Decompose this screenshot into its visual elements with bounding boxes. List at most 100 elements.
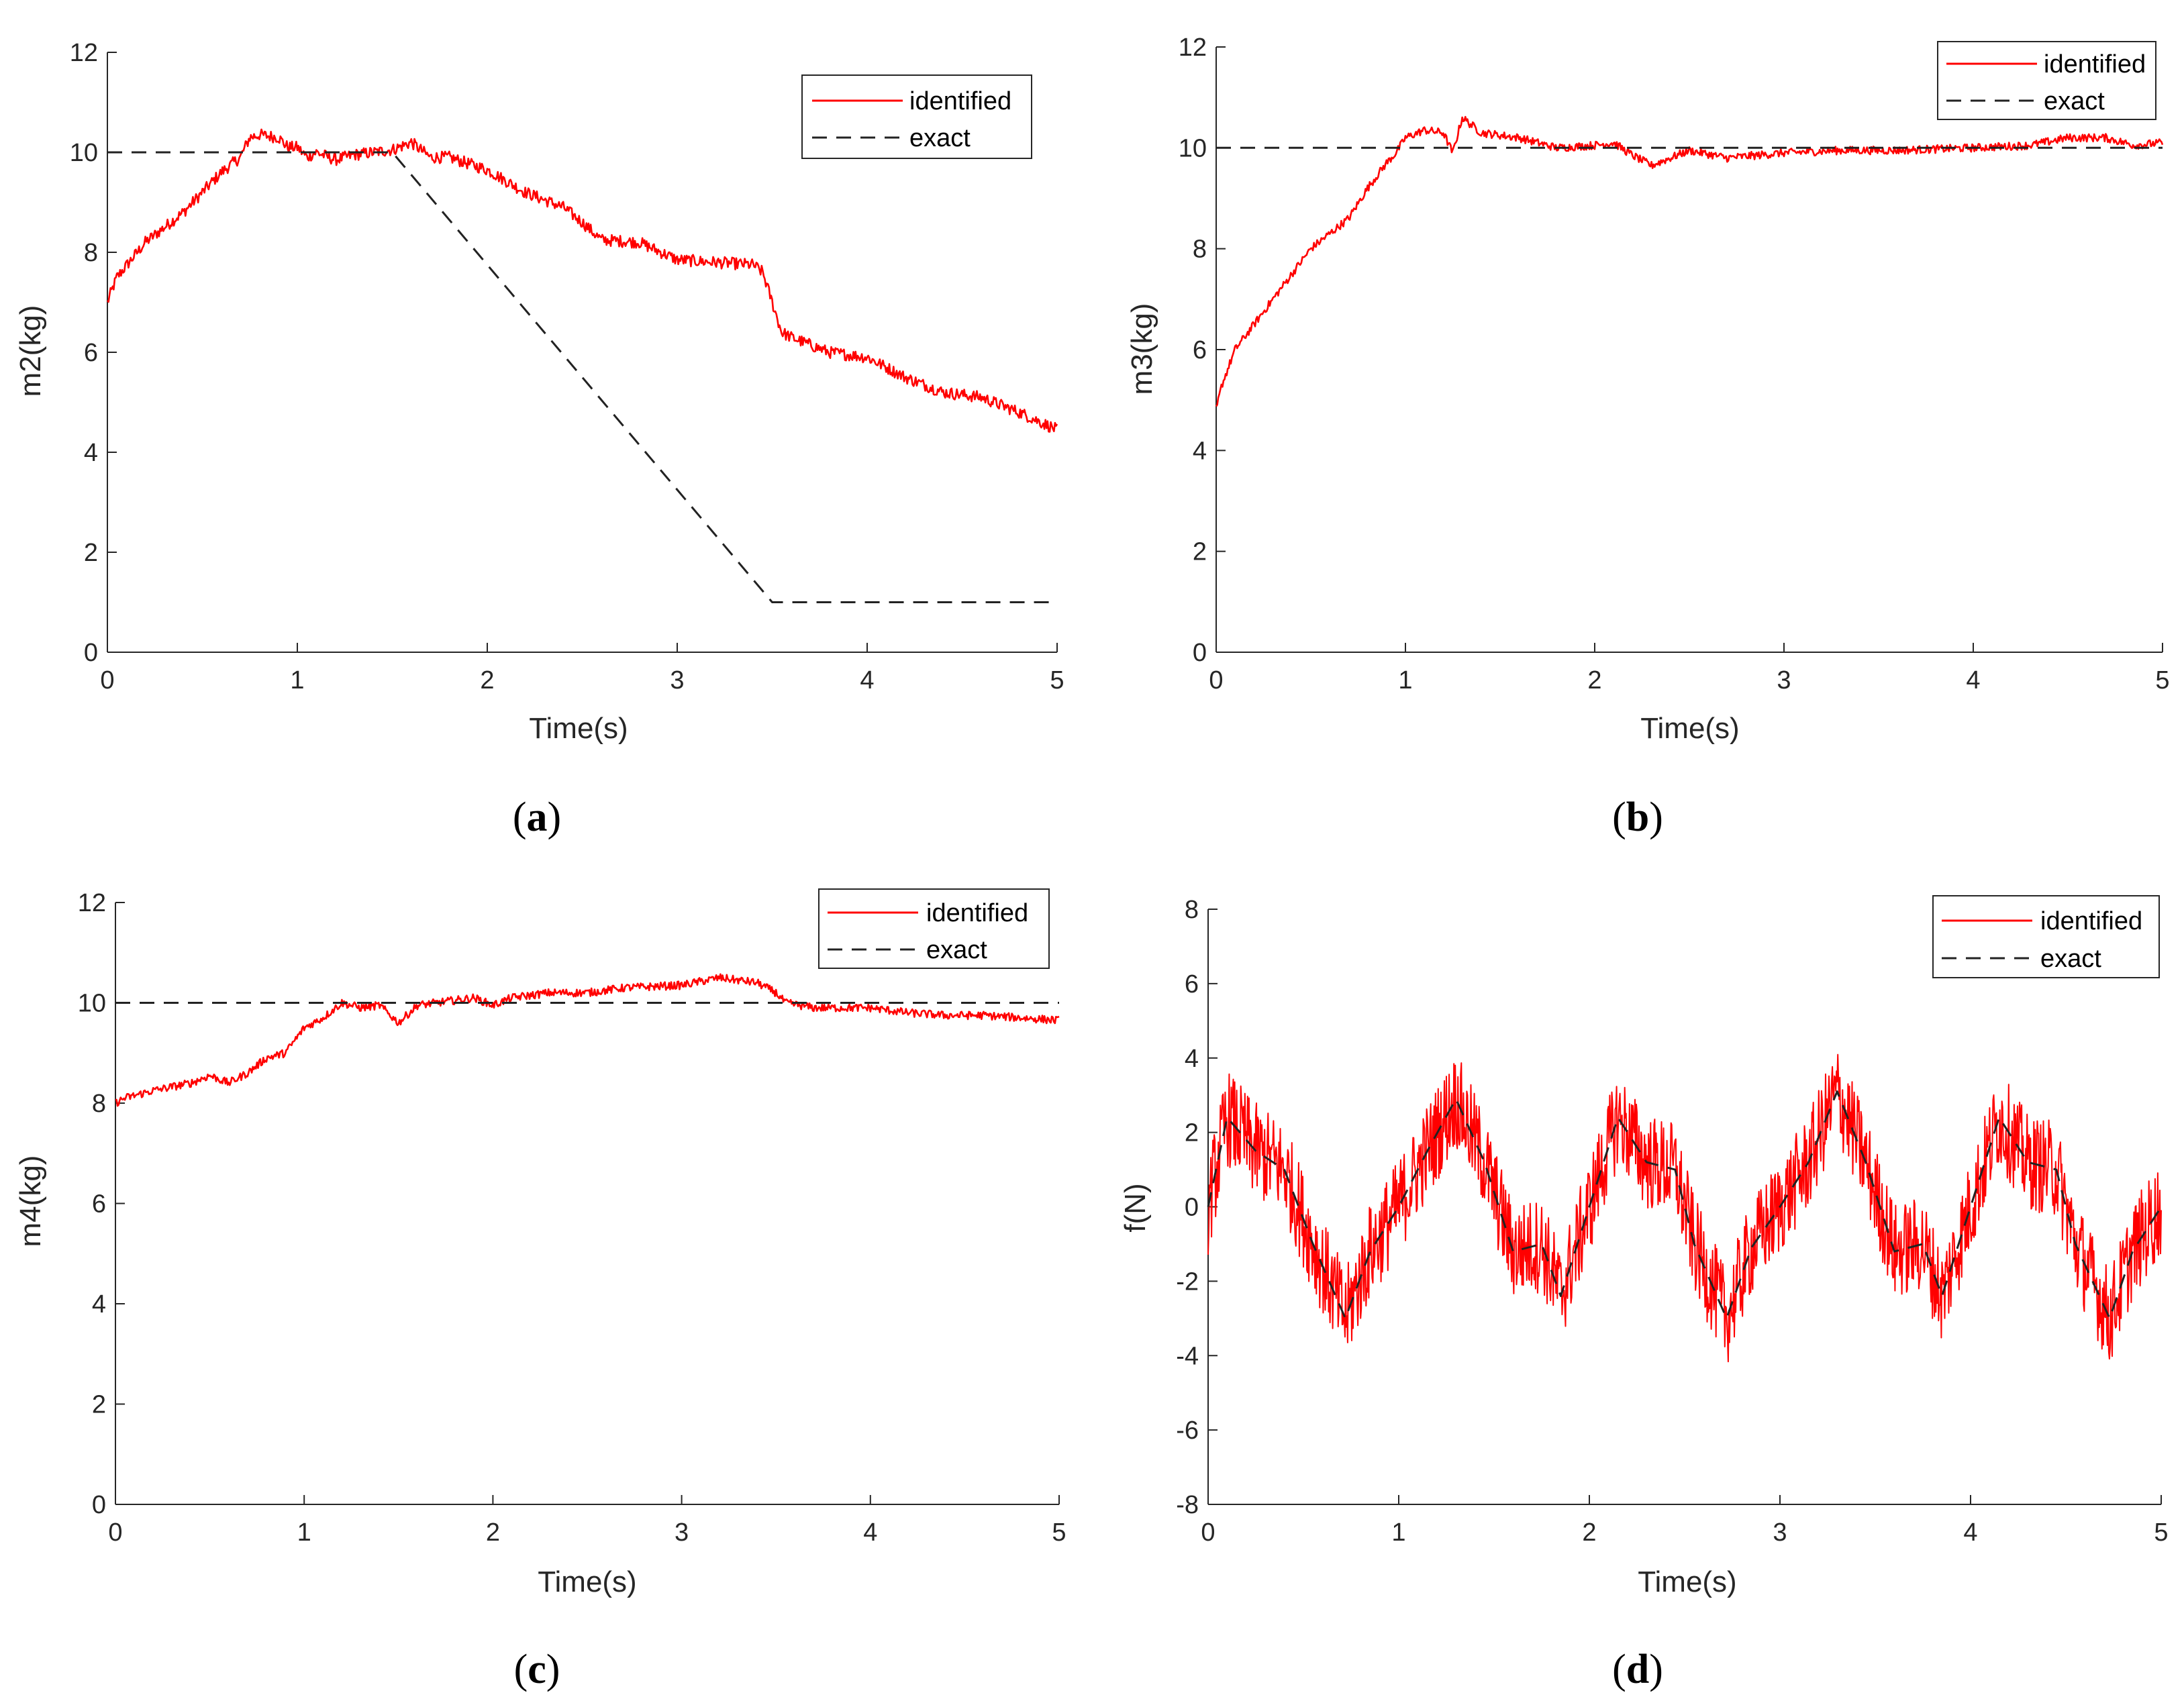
panel-c-series-identified — [115, 973, 1060, 1107]
panel-a-series-exact — [107, 151, 1057, 603]
panel-b-x-tick-label: 5 — [2155, 666, 2169, 694]
panel-d-y-tick-label: -8 — [1176, 1491, 1199, 1519]
panel-d: 0 1 2 3 4 5 -8 -6 -4 -2 0 2 4 6 8 Time(s) f(N) (d) ide… — [1119, 895, 2169, 1692]
panel-c-y-tick-label: 2 — [92, 1391, 106, 1419]
panel-d-y-tick-label: 6 — [1185, 970, 1199, 998]
panel-c-y-tick-label: 6 — [92, 1190, 106, 1219]
panel-a-y-tick-label: 8 — [84, 239, 98, 267]
panel-a-x-tick-label: 3 — [670, 666, 684, 694]
panel-c-x-tick-label: 0 — [108, 1518, 122, 1547]
panel-a-y-tick-label: 0 — [84, 639, 98, 667]
panel-d-ylabel: f(N) — [1119, 1183, 1152, 1232]
panel-d-caption-letter: d — [1626, 1647, 1649, 1692]
panel-c-xlabel: Time(s) — [538, 1565, 636, 1598]
panel-c-caption: (c) — [514, 1647, 560, 1692]
panel-b-x-tick-label: 3 — [1777, 666, 1791, 694]
panel-c-ylabel: m4(kg) — [14, 1155, 47, 1247]
panel-d-x-tick-label: 1 — [1391, 1518, 1405, 1547]
panel-c-x-tick-label: 2 — [486, 1518, 500, 1547]
panel-d-series-identified — [1207, 1053, 2162, 1363]
panel-d-y-tick-label: -6 — [1176, 1416, 1199, 1445]
panel-a-y-tick-label: 2 — [84, 539, 98, 567]
panel-d-x-tick-label: 0 — [1201, 1518, 1215, 1547]
panel-d-y-tick-label: 2 — [1185, 1119, 1199, 1147]
panel-d-legend-exact: exact — [2040, 945, 2101, 973]
panel-b-legend-exact: exact — [2044, 87, 2105, 115]
panel-d-y-tick-label: -2 — [1176, 1268, 1199, 1296]
panel-c-x-tick-label: 3 — [675, 1518, 689, 1547]
panel-a-legend: identified exact — [801, 74, 1032, 159]
panel-d-y-tick-label: 4 — [1185, 1045, 1199, 1073]
panel-c-legend-exact: exact — [926, 936, 987, 964]
panel-a-legend-exact: exact — [909, 124, 971, 152]
panel-b-series-identified — [1215, 115, 2164, 407]
panel-b-y-tick-label: 12 — [1179, 34, 1207, 62]
panel-c-x-tick-label: 1 — [297, 1518, 311, 1547]
panel-b-y-tick-label: 6 — [1193, 336, 1207, 364]
panel-a-xlabel: Time(s) — [529, 712, 628, 745]
panel-b-caption-letter: b — [1626, 794, 1649, 840]
panel-d-x-tick-label: 3 — [1773, 1518, 1787, 1547]
panel-c-legend: identified exact — [818, 888, 1050, 969]
panel-a-caption: (a) — [513, 794, 561, 840]
panel-b-legend: identified exact — [1937, 41, 2156, 120]
panel-a-ylabel: m2(kg) — [14, 305, 47, 397]
panel-c-y-tick-label: 12 — [78, 889, 106, 917]
panel-d-x-tick-label: 2 — [1582, 1518, 1596, 1547]
panel-b-x-tick-label: 1 — [1398, 666, 1412, 694]
panel-c-legend-box — [818, 888, 1050, 969]
panel-c-caption-letter: c — [528, 1647, 546, 1692]
panel-b-caption: (b) — [1612, 794, 1663, 840]
panel-a-x-tick-label: 4 — [860, 666, 874, 694]
panel-a-series-identified — [106, 128, 1058, 433]
panel-b-x-tick-label: 2 — [1587, 666, 1601, 694]
panel-b-y-tick-label: 0 — [1193, 639, 1207, 667]
panel-b-x-tick-label: 0 — [1209, 666, 1223, 694]
panel-d-y-tick-label: -4 — [1176, 1342, 1199, 1370]
panel-c-x-tick-label: 5 — [1052, 1518, 1066, 1547]
panel-a-x-tick-label: 5 — [1050, 666, 1064, 694]
panel-d-series-exact — [1207, 1090, 2163, 1320]
panel-d-y-tick-label: 8 — [1185, 896, 1199, 924]
panel-a-caption-letter: a — [527, 794, 548, 840]
panel-a-legend-box — [801, 74, 1032, 159]
panel-c-y-tick-label: 0 — [92, 1491, 106, 1519]
panel-b-y-tick-label: 8 — [1193, 236, 1207, 264]
panel-a-y-tick-label: 6 — [84, 339, 98, 367]
panel-a-x-tick-label: 2 — [480, 666, 494, 694]
panel-b-y-tick-label: 4 — [1193, 437, 1207, 465]
panel-d-y-tick-label: 0 — [1185, 1194, 1199, 1222]
panel-b-y-tick-label: 10 — [1179, 134, 1207, 162]
panel-c-x-tick-label: 4 — [863, 1518, 877, 1547]
panel-b-legend-box — [1937, 41, 2156, 120]
panel-d-caption: (d) — [1612, 1647, 1663, 1692]
panel-a-legend-identified: identified — [909, 87, 1011, 115]
panel-d-legend-box — [1932, 895, 2160, 978]
panel-c-y-tick-label: 8 — [92, 1090, 106, 1118]
panel-c-y-tick-label: 4 — [92, 1290, 106, 1319]
panel-d-x-tick-label: 4 — [1963, 1518, 1977, 1547]
panel-a-x-tick-label: 0 — [100, 666, 114, 694]
panel-b-legend-identified: identified — [2044, 50, 2146, 79]
panel-d-xlabel: Time(s) — [1638, 1565, 1736, 1598]
panel-d-plot: 0 1 2 3 4 5 -8 -6 -4 -2 0 2 4 6 8 — [1176, 896, 2168, 1547]
panel-c-legend-identified: identified — [926, 899, 1028, 927]
panel-a-x-tick-label: 1 — [290, 666, 304, 694]
panel-d-legend-identified: identified — [2040, 907, 2142, 935]
panel-b-y-tick-label: 2 — [1193, 538, 1207, 566]
panel-c-y-tick-label: 10 — [78, 990, 106, 1018]
panel-a-y-tick-label: 4 — [84, 439, 98, 467]
panel-d-legend: identified exact — [1932, 895, 2160, 978]
panel-b-xlabel: Time(s) — [1640, 712, 1739, 745]
panel-b-x-tick-label: 4 — [1966, 666, 1980, 694]
panel-a-y-tick-label: 12 — [70, 39, 98, 67]
panel-d-x-tick-label: 5 — [2154, 1518, 2168, 1547]
panel-a-y-tick-label: 10 — [70, 139, 98, 167]
